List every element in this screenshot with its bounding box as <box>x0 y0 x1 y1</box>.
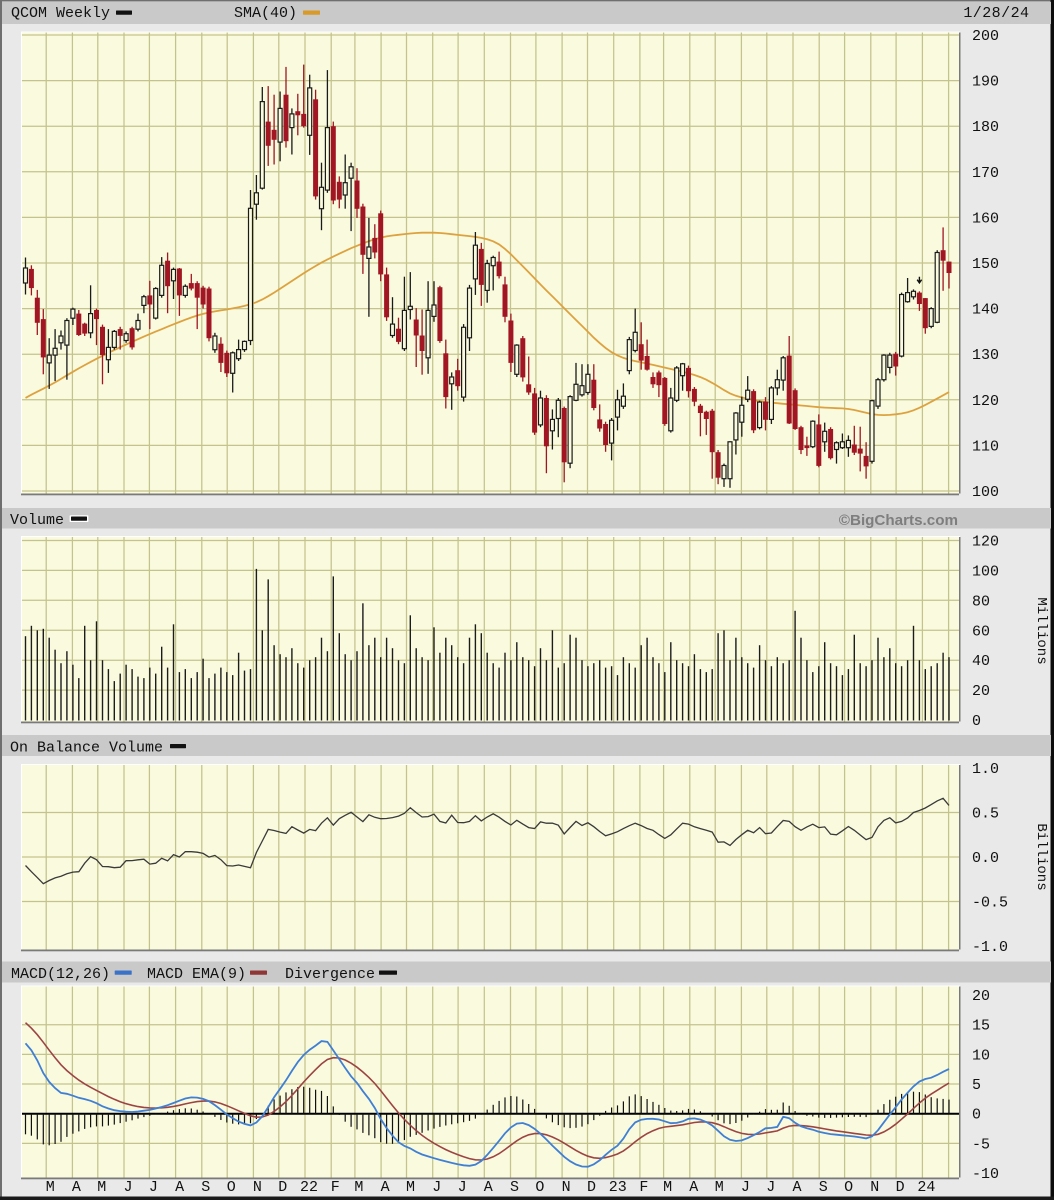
svg-text:22: 22 <box>300 1179 318 1196</box>
svg-text:24: 24 <box>917 1179 935 1196</box>
svg-text:A: A <box>72 1179 81 1196</box>
svg-text:140: 140 <box>972 302 999 319</box>
svg-text:N: N <box>870 1179 879 1196</box>
svg-text:180: 180 <box>972 119 999 136</box>
svg-text:40: 40 <box>972 653 990 670</box>
svg-text:D: D <box>587 1179 596 1196</box>
svg-text:23: 23 <box>609 1179 627 1196</box>
svg-text:O: O <box>844 1179 853 1196</box>
svg-text:1.0: 1.0 <box>972 761 999 778</box>
svg-text:20: 20 <box>972 988 990 1005</box>
svg-text:0: 0 <box>972 1107 981 1124</box>
svg-text:M: M <box>46 1179 55 1196</box>
svg-text:QCOM Weekly: QCOM Weekly <box>11 5 110 22</box>
svg-text:M: M <box>354 1179 363 1196</box>
svg-text:O: O <box>227 1179 236 1196</box>
svg-text:N: N <box>253 1179 262 1196</box>
svg-text:Divergence: Divergence <box>285 966 375 983</box>
svg-text:190: 190 <box>972 74 999 91</box>
svg-text:-10: -10 <box>972 1166 999 1183</box>
svg-text:Millions: Millions <box>1033 597 1049 664</box>
svg-text:A: A <box>484 1179 493 1196</box>
svg-text:M: M <box>715 1179 724 1196</box>
svg-text:120: 120 <box>972 393 999 410</box>
svg-text:5: 5 <box>972 1077 981 1094</box>
svg-text:M: M <box>406 1179 415 1196</box>
svg-text:SMA(40): SMA(40) <box>234 5 297 22</box>
svg-text:130: 130 <box>972 347 999 364</box>
svg-text:N: N <box>562 1179 571 1196</box>
svg-text:M: M <box>663 1179 672 1196</box>
svg-text:80: 80 <box>972 593 990 610</box>
svg-text:M: M <box>97 1179 106 1196</box>
svg-text:1/28/24: 1/28/24 <box>963 5 1029 22</box>
svg-text:Volume: Volume <box>10 512 64 529</box>
svg-text:20: 20 <box>972 683 990 700</box>
svg-text:-5: -5 <box>972 1136 990 1153</box>
svg-text:A: A <box>381 1179 390 1196</box>
svg-text:Billions: Billions <box>1033 823 1049 890</box>
svg-text:J: J <box>766 1179 775 1196</box>
svg-text:A: A <box>792 1179 801 1196</box>
svg-text:MACD EMA(9): MACD EMA(9) <box>147 966 246 983</box>
svg-text:F: F <box>331 1179 340 1196</box>
svg-text:A: A <box>689 1179 698 1196</box>
svg-text:0.0: 0.0 <box>972 850 999 867</box>
svg-text:0: 0 <box>972 713 981 730</box>
svg-text:0.5: 0.5 <box>972 806 999 823</box>
svg-text:160: 160 <box>972 210 999 227</box>
svg-text:170: 170 <box>972 165 999 182</box>
svg-text:J: J <box>123 1179 132 1196</box>
svg-text:J: J <box>458 1179 467 1196</box>
svg-text:-0.5: -0.5 <box>972 895 1008 912</box>
svg-text:15: 15 <box>972 1018 990 1035</box>
svg-text:100: 100 <box>972 484 999 501</box>
svg-text:J: J <box>741 1179 750 1196</box>
svg-text:200: 200 <box>972 28 999 45</box>
svg-text:J: J <box>432 1179 441 1196</box>
svg-text:110: 110 <box>972 438 999 455</box>
svg-text:S: S <box>510 1179 519 1196</box>
svg-text:J: J <box>149 1179 158 1196</box>
svg-text:O: O <box>535 1179 544 1196</box>
svg-text:A: A <box>175 1179 184 1196</box>
svg-text:10: 10 <box>972 1047 990 1064</box>
svg-text:S: S <box>201 1179 210 1196</box>
svg-text:MACD(12,26): MACD(12,26) <box>11 966 110 983</box>
svg-text:150: 150 <box>972 256 999 273</box>
svg-text:100: 100 <box>972 563 999 580</box>
svg-text:D: D <box>896 1179 905 1196</box>
svg-text:-1.0: -1.0 <box>972 939 1008 956</box>
svg-text:60: 60 <box>972 623 990 640</box>
svg-text:F: F <box>639 1179 648 1196</box>
svg-text:©BigCharts.com: ©BigCharts.com <box>839 512 958 529</box>
svg-text:120: 120 <box>972 534 999 551</box>
svg-text:On Balance Volume: On Balance Volume <box>10 740 163 757</box>
svg-text:D: D <box>278 1179 287 1196</box>
svg-text:S: S <box>819 1179 828 1196</box>
